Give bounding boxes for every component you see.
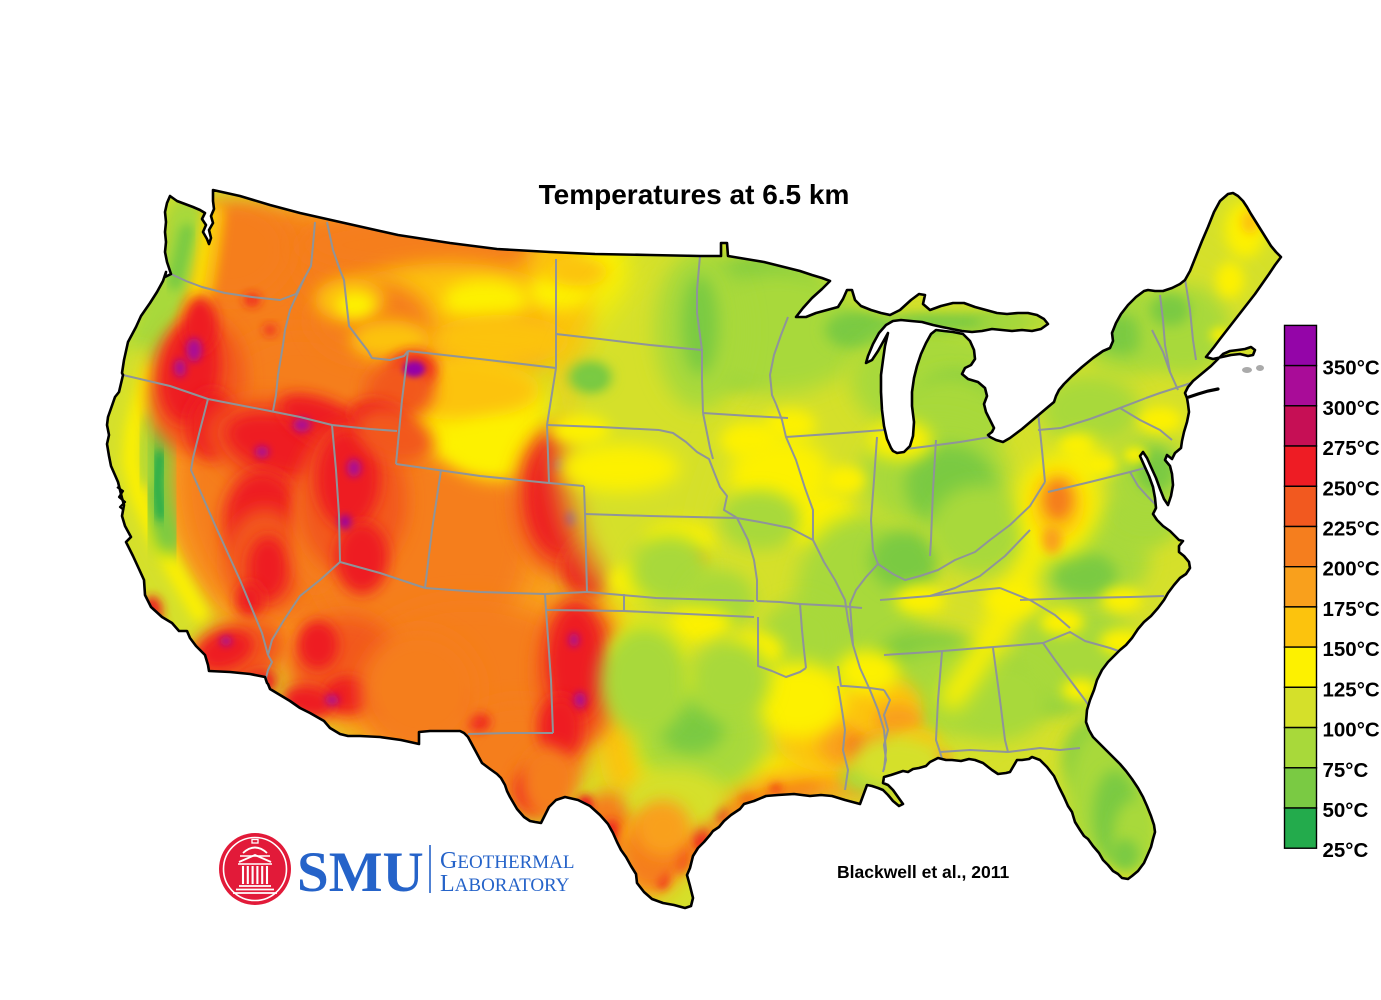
- svg-text:275°C: 275°C: [1323, 437, 1380, 460]
- svg-text:GEOTHERMAL: GEOTHERMAL: [440, 848, 575, 874]
- svg-text:300°C: 300°C: [1323, 397, 1380, 420]
- svg-text:25°C: 25°C: [1323, 839, 1369, 862]
- svg-text:125°C: 125°C: [1323, 678, 1380, 701]
- svg-text:250°C: 250°C: [1323, 477, 1380, 500]
- svg-text:175°C: 175°C: [1323, 598, 1380, 621]
- svg-text:Blackwell et al., 2011: Blackwell et al., 2011: [837, 862, 1009, 882]
- svg-text:350°C: 350°C: [1323, 357, 1380, 380]
- svg-text:200°C: 200°C: [1323, 558, 1380, 581]
- svg-text:Temperatures at 6.5 km: Temperatures at 6.5 km: [539, 179, 850, 210]
- svg-text:SMU: SMU: [297, 841, 424, 904]
- svg-text:100°C: 100°C: [1323, 719, 1380, 742]
- svg-text:LABORATORY: LABORATORY: [440, 871, 570, 897]
- svg-text:150°C: 150°C: [1323, 638, 1380, 661]
- svg-text:75°C: 75°C: [1323, 759, 1369, 782]
- svg-text:225°C: 225°C: [1323, 518, 1380, 541]
- svg-text:50°C: 50°C: [1323, 799, 1369, 822]
